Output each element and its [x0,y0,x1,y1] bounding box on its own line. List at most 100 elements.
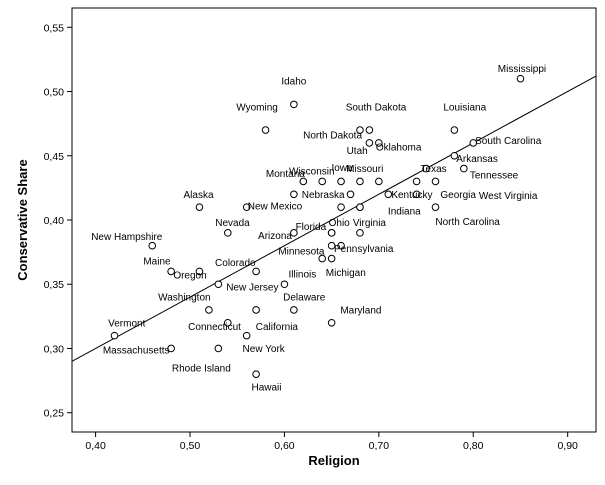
data-point [242,203,251,211]
point-label: Illinois [288,269,316,280]
data-point [223,229,232,237]
data-point [242,331,251,340]
data-point [318,177,326,186]
data-point [195,203,204,211]
point-label: Virginia [353,218,387,229]
point-label: Utah [347,146,368,157]
y-tick-label: 0,30 [44,343,65,355]
y-tick-label: 0,55 [44,22,65,34]
point-label: Michigan [326,268,366,279]
point-label: Connecticut [188,322,241,333]
point-label: Vermont [108,318,145,329]
y-tick-label: 0,25 [44,408,65,420]
x-axis-title: Religion [308,453,359,468]
data-point [460,164,468,173]
data-point [337,203,345,211]
data-point [356,177,364,186]
point-label: Kentucky [391,190,432,201]
point-label: Wisconsin [289,167,335,178]
x-tick-label: 0,90 [557,440,578,452]
point-label: Hawaii [251,383,281,394]
point-label: California [256,322,299,333]
data-point [384,190,393,199]
data-point [375,177,383,186]
point-label: North Carolina [435,217,500,228]
point-label: Massachusetts [103,345,170,356]
y-tick-label: 0,35 [44,279,65,291]
data-point [431,177,440,186]
data-point [356,126,364,134]
data-point [280,280,289,289]
data-point [290,306,298,314]
point-label: New York [243,344,286,355]
point-label: Wyoming [236,102,278,113]
point-label: Mississippi [498,64,546,75]
data-point [346,190,355,199]
point-label: Delaware [283,293,326,304]
point-label: Iowa [331,163,353,174]
data-point [450,151,459,160]
point-label: Georgia [440,190,476,201]
point-label: New Jersey [226,282,278,293]
point-label: Washington [158,293,210,304]
fit-line-group [71,75,597,362]
point-label: Nevada [215,218,250,229]
data-point [290,229,298,237]
point-label: Tennessee [470,171,519,182]
data-point [327,318,336,327]
data-point [223,318,232,327]
data-point [205,306,213,314]
point-label: South Dakota [346,102,407,113]
data-point [516,74,525,83]
data-point [412,177,421,186]
data-point [327,241,336,250]
point-label: Oregon [173,271,206,282]
data-point [365,126,374,134]
point-label: Colorado [215,258,256,269]
data-point [110,331,119,340]
x-tick-label: 0,60 [274,440,295,452]
point-label: Missouri [346,164,383,175]
data-point [356,203,364,211]
point-label: Arizona [258,231,292,242]
point-label: Louisiana [443,102,486,113]
data-point [412,190,421,199]
fit-line [71,75,597,362]
data-point [337,177,345,186]
data-point [365,139,374,147]
data-point [148,241,157,250]
data-point [450,126,459,134]
point-label: North Dakota [303,131,362,142]
point-label: Texas [421,164,447,175]
point-label: Alaska [184,190,214,201]
data-points [110,74,525,378]
point-label: Florida [296,222,327,233]
data-point [375,139,383,147]
point-label: Montana [266,169,305,180]
point-label: Arkansas [456,154,498,165]
data-point [290,190,298,199]
x-tick-label: 0,40 [85,440,106,452]
data-point [214,280,223,289]
point-label: Indiana [388,207,421,218]
data-point [337,241,345,250]
point-label: Minnesota [278,246,325,257]
point-label: New Hampshire [91,232,163,243]
x-tick-label: 0,50 [180,440,201,452]
y-tick-label: 0,50 [44,87,65,99]
x-tick-label: 0,80 [463,440,484,452]
data-point [252,370,260,378]
data-point [299,177,308,186]
plot-frame [71,7,597,433]
point-label: Maryland [340,305,381,316]
data-point [167,344,175,353]
point-label: Oklahoma [376,142,422,153]
data-point [431,203,440,211]
data-point [214,344,223,353]
point-label: New Mexico [248,201,303,212]
y-tick-label: 0,40 [44,215,65,227]
data-point [290,100,298,109]
data-point [422,164,430,173]
point-labels: Mississippi Idaho Wyoming South Dakota North… [91,64,546,394]
